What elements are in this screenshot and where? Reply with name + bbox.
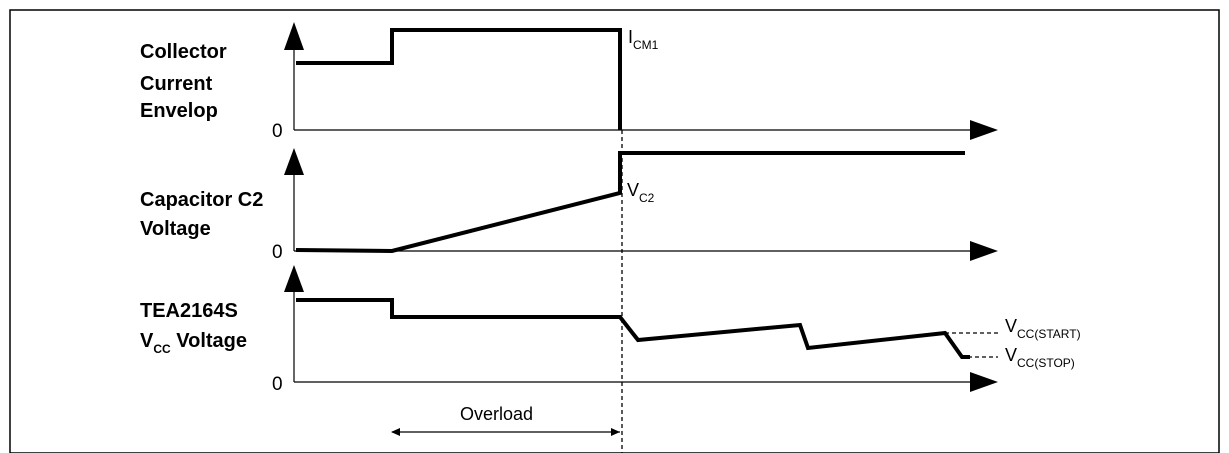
- collector-current-trace: [296, 28, 622, 130]
- icm1-label: ICM1: [628, 27, 659, 52]
- figure-border: [9, 9, 1220, 453]
- overload-span: Overload: [391, 404, 620, 436]
- panel-label-capacitor-line2: Voltage: [140, 218, 211, 240]
- vcc-voltage-trace: [296, 298, 970, 359]
- zero-label-capacitor: 0: [272, 242, 283, 263]
- panel-label-collector-line1: Collector: [140, 41, 227, 63]
- capacitor-voltage-trace: [295, 151, 965, 254]
- panel-label-vcc-line2: VCC Voltage: [140, 330, 247, 356]
- panel-collector-current: Collector Current Envelop 0 ICM1: [140, 22, 998, 142]
- panel-label-collector-line2: Current: [140, 73, 213, 95]
- y-arrow-collector: [284, 22, 304, 50]
- vcc-start-label: VCC(START): [1005, 316, 1081, 341]
- y-arrow-capacitor: [284, 148, 304, 175]
- x-arrow-collector: [970, 120, 998, 140]
- vc2-label: VC2: [627, 180, 655, 205]
- panel-vcc-voltage: TEA2164S VCC Voltage 0 VCC(START) VCC(ST…: [140, 265, 1081, 395]
- vcc-stop-label: VCC(STOP): [1005, 345, 1075, 370]
- panel-label-capacitor-line1: Capacitor C2: [140, 189, 263, 211]
- overload-label: Overload: [460, 404, 533, 424]
- zero-label-collector: 0: [272, 121, 283, 142]
- x-arrow-capacitor: [970, 241, 998, 261]
- zero-label-vcc: 0: [272, 374, 283, 395]
- panel-label-collector-line3: Envelop: [140, 100, 218, 122]
- panel-capacitor-voltage: Capacitor C2 Voltage 0 VC2: [140, 148, 998, 263]
- x-arrow-vcc: [970, 372, 998, 392]
- y-arrow-vcc: [284, 265, 304, 292]
- panel-label-vcc-line1: TEA2164S: [140, 300, 238, 322]
